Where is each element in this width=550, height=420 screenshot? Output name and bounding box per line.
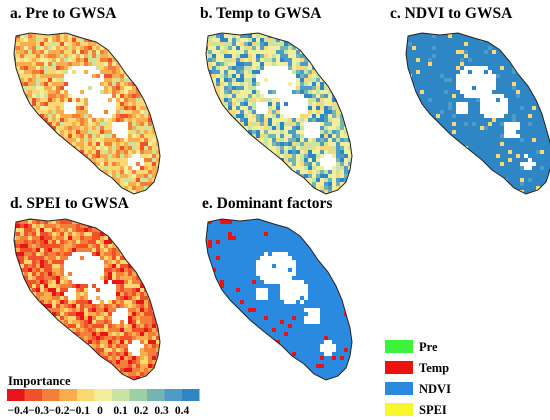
- basin-boundary: [405, 32, 550, 195]
- map-panel-dominant: [205, 218, 353, 381]
- colorbar-swatch: [59, 389, 77, 401]
- pixel-grid: [14, 219, 160, 380]
- map-panel-pre: [13, 32, 161, 195]
- legend-label-pre: Pre: [419, 340, 438, 354]
- legend-swatch-spei: [385, 403, 413, 416]
- colorbar-tick-label: 0.2: [134, 405, 149, 417]
- colorbar-swatch: [182, 389, 200, 401]
- colorbar-swatch: [112, 389, 130, 401]
- colorbar-swatch: [147, 389, 165, 401]
- pixel-grid: [406, 33, 550, 194]
- panel-title-a: a. Pre to GWSA: [10, 5, 117, 22]
- colorbar-swatch: [77, 389, 95, 401]
- legend-swatch-ndvi: [385, 382, 413, 395]
- colorbar-tick-label: −0.1: [69, 405, 90, 417]
- panel-title-c: c. NDVI to GWSA: [390, 5, 513, 22]
- panel-title-e: e. Dominant factors: [202, 195, 332, 212]
- colorbar-tick-label: 0: [97, 405, 103, 417]
- colorbar-swatch: [94, 389, 112, 401]
- colorbar-tick-label: 0.1: [113, 405, 128, 417]
- pixel-grid: [206, 33, 352, 194]
- colorbar-swatch: [42, 389, 60, 401]
- legend-label-temp: Temp: [419, 361, 449, 375]
- colorbar-tick-label: 0.4: [175, 405, 190, 417]
- colorbar-tick-label: −0.3: [28, 405, 49, 417]
- colorbar-title: Importance: [8, 374, 71, 388]
- pixel-grid: [14, 33, 160, 194]
- legend-swatch-pre: [385, 340, 413, 353]
- map-panel-spei: [13, 218, 161, 381]
- colorbar-swatch: [24, 389, 42, 401]
- basin-boundary: [205, 32, 353, 195]
- legend-label-spei: SPEI: [419, 403, 447, 417]
- map-panel-ndvi: [405, 32, 550, 195]
- basin-boundary: [13, 32, 161, 195]
- map-panel-temp: [205, 32, 353, 195]
- colorbar-swatch: [164, 389, 182, 401]
- colorbar-tick-label: −0.4: [8, 405, 29, 417]
- colorbar-swatch: [7, 389, 25, 401]
- importance-colorbar: Importance −0.4 −0.3 −0.2 −0.1 0 0.1 0.2 0.3 0.4: [7, 374, 200, 417]
- colorbar-tick-label: 0.3: [154, 405, 169, 417]
- basin-boundary: [13, 218, 161, 381]
- colorbar-tick-label: −0.2: [49, 405, 70, 417]
- legend-label-ndvi: NDVI: [419, 382, 451, 396]
- colorbar-swatch: [129, 389, 147, 401]
- panel-title-d: d. SPEI to GWSA: [10, 195, 130, 212]
- pixel-grid: [206, 219, 352, 380]
- basin-boundary: [205, 218, 353, 381]
- legend-swatch-temp: [385, 361, 413, 374]
- panel-title-b: b. Temp to GWSA: [200, 5, 322, 22]
- dominant-factors-legend: Pre Temp NDVI SPEI: [385, 340, 451, 417]
